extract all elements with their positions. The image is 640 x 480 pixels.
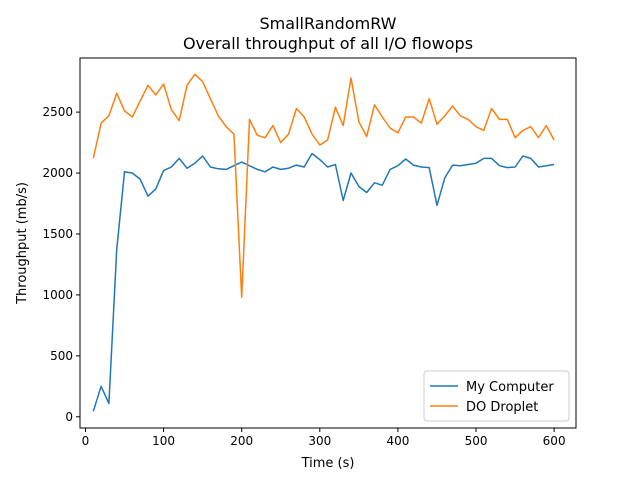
y-tick-label: 2000	[42, 166, 73, 180]
series-line-my-computer	[92, 152, 555, 412]
legend-label: My Computer	[466, 380, 554, 395]
x-tick-label: 400	[386, 434, 409, 448]
x-tick-label: 300	[308, 434, 331, 448]
y-axis-label: Throughput (mb/s)	[15, 182, 30, 305]
x-axis-label: Time (s)	[301, 456, 355, 471]
x-tick-label: 200	[230, 434, 253, 448]
legend-label: DO Droplet	[466, 400, 538, 415]
legend: My Computer DO Droplet	[423, 370, 570, 422]
y-tick-label: 1000	[42, 288, 73, 302]
plot-area-frame	[79, 57, 577, 429]
y-tick-label: 500	[50, 349, 73, 363]
series-layer	[92, 73, 555, 412]
legend-box	[423, 370, 570, 422]
chart-title: SmallRandomRW	[260, 14, 397, 33]
x-axis: 0 100 200 300 400 500 600	[82, 428, 566, 448]
y-tick-label: 2500	[42, 105, 73, 119]
y-axis: 0 500 1000 1500 2000 2500	[42, 105, 80, 424]
x-tick-label: 600	[543, 434, 566, 448]
y-tick-label: 0	[65, 410, 73, 424]
y-tick-label: 1500	[42, 227, 73, 241]
chart-subtitle: Overall throughput of all I/O flowops	[183, 34, 473, 53]
series-line-do-droplet	[92, 73, 555, 299]
x-tick-label: 500	[465, 434, 488, 448]
x-tick-label: 0	[82, 434, 90, 448]
x-tick-label: 100	[152, 434, 175, 448]
